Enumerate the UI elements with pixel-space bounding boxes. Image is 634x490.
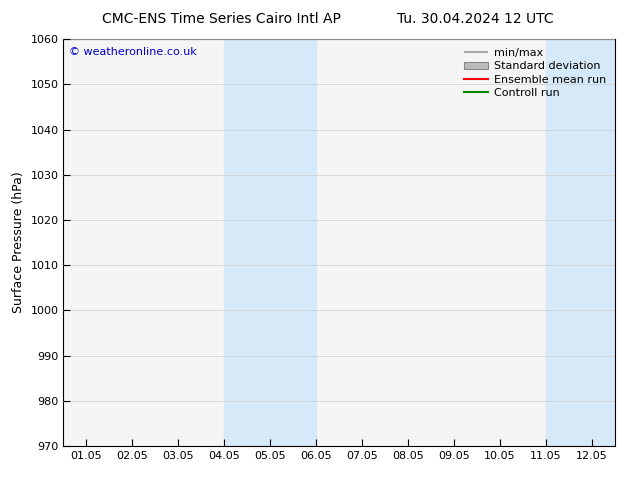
Bar <box>546 39 615 446</box>
Legend: min/max, Standard deviation, Ensemble mean run, Controll run: min/max, Standard deviation, Ensemble me… <box>460 45 609 101</box>
Y-axis label: Surface Pressure (hPa): Surface Pressure (hPa) <box>12 172 25 314</box>
Text: © weatheronline.co.uk: © weatheronline.co.uk <box>69 48 197 57</box>
Text: Tu. 30.04.2024 12 UTC: Tu. 30.04.2024 12 UTC <box>397 12 554 26</box>
Bar <box>224 39 316 446</box>
Text: CMC-ENS Time Series Cairo Intl AP: CMC-ENS Time Series Cairo Intl AP <box>103 12 341 26</box>
